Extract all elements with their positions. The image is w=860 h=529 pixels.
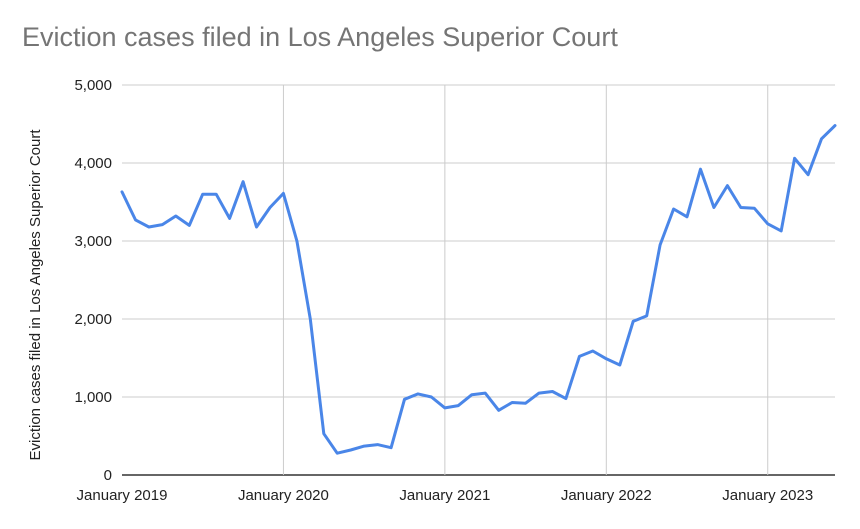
x-tick-label: January 2020 [238,487,329,504]
gridlines [122,84,835,476]
y-tick-label: 2,000 [74,311,112,328]
chart-title: Eviction cases filed in Los Angeles Supe… [22,22,618,52]
y-tick-label: 4,000 [74,155,112,172]
y-tick-label: 1,000 [74,389,112,406]
x-tick-label: January 2021 [399,487,490,504]
series-line [120,124,837,455]
x-axis-ticks: January 2019 January 2020 January 2021 Janu… [77,487,814,504]
y-tick-label: 3,000 [74,233,112,250]
series-group [120,124,837,455]
y-tick-label: 5,000 [74,77,112,94]
x-tick-label: January 2023 [722,487,813,504]
y-tick-label: 0 [104,467,112,484]
x-tick-label: January 2022 [561,487,652,504]
y-axis-ticks: 0 1,000 2,000 3,000 4,000 5,000 [74,77,112,484]
x-tick-label: January 2019 [77,487,168,504]
y-axis-label: Eviction cases filed in Los Angeles Supe… [27,129,44,461]
